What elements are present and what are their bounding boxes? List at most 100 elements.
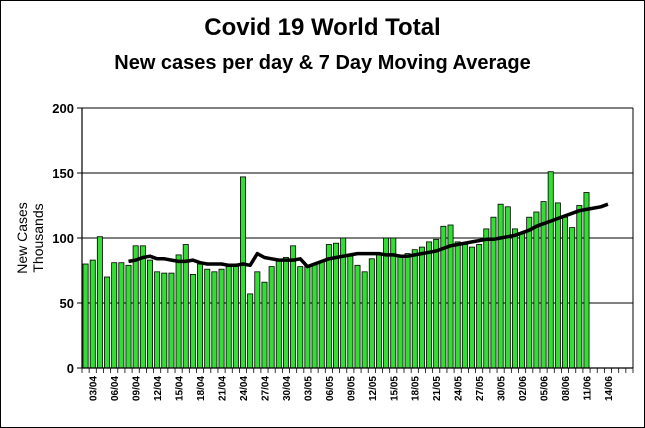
- bar: [268, 266, 275, 369]
- bar: [154, 271, 161, 369]
- bar: [469, 246, 475, 369]
- x-tick-label: 11/06: [582, 376, 593, 401]
- chart-subtitle: New cases per day & 7 Day Moving Average: [114, 52, 531, 74]
- bar: [547, 171, 554, 369]
- x-tick-label: 06/05: [325, 376, 336, 401]
- bar: [569, 227, 576, 369]
- bar: [347, 255, 354, 369]
- x-tick-label: 03/04: [89, 376, 100, 401]
- bar: [304, 264, 311, 369]
- bar: [426, 241, 433, 369]
- bar: [139, 245, 146, 369]
- bar: [418, 246, 425, 369]
- bar: [476, 244, 483, 369]
- bar: [96, 236, 103, 369]
- bar: [504, 206, 511, 369]
- bar: [147, 259, 153, 369]
- x-tick-label: 27/05: [475, 376, 486, 401]
- axes: [77, 107, 634, 373]
- x-tick-label: 21/05: [432, 376, 443, 401]
- bar: [583, 192, 590, 369]
- x-tick-label: 24/05: [454, 376, 465, 401]
- y-tick-label: 100: [52, 231, 74, 246]
- bar-series: [82, 171, 590, 369]
- bar: [211, 271, 218, 369]
- bar: [562, 216, 568, 369]
- bar: [390, 237, 397, 369]
- y-tick-label: 150: [52, 166, 74, 181]
- bar: [576, 205, 583, 369]
- bar: [218, 268, 225, 369]
- x-tick-label: 21/04: [218, 376, 229, 401]
- bar: [325, 244, 332, 369]
- bar: [175, 254, 182, 369]
- bar: [511, 228, 518, 369]
- x-tick-label: 12/04: [153, 376, 164, 401]
- bar: [89, 259, 96, 369]
- bar: [497, 203, 504, 369]
- chart-title: Covid 19 World Total: [204, 14, 441, 41]
- bar: [204, 268, 211, 369]
- bar: [540, 201, 547, 369]
- bar: [461, 244, 468, 369]
- bar: [168, 272, 175, 369]
- bar: [411, 249, 418, 369]
- bar: [318, 260, 325, 369]
- bar: [161, 272, 168, 369]
- x-tick-label: 30/05: [497, 376, 508, 401]
- bar: [197, 263, 204, 369]
- bar: [433, 238, 440, 369]
- bar: [311, 263, 318, 369]
- x-tick-label: 24/04: [239, 376, 250, 401]
- x-tick-labels: 03/04 06/04 09/04 12/04 15/04 18/04 21/04 24/04…: [89, 376, 615, 401]
- bar: [333, 242, 340, 369]
- bar: [519, 232, 526, 369]
- x-tick-label: 02/06: [518, 376, 529, 401]
- bar: [297, 266, 304, 369]
- bar: [554, 202, 561, 369]
- x-tick-label: 30/04: [282, 376, 293, 401]
- x-tick-label: 27/04: [260, 376, 271, 401]
- bar: [232, 263, 239, 369]
- x-tick-label: 09/04: [132, 376, 143, 401]
- bar: [104, 276, 111, 369]
- y-axis-label-line2: Thousands: [30, 203, 46, 272]
- bar: [82, 263, 89, 369]
- bar: [354, 264, 361, 369]
- x-tick-label: 18/04: [196, 376, 207, 401]
- bar: [397, 255, 404, 369]
- x-tick-label: 09/05: [346, 376, 357, 401]
- bar: [383, 237, 390, 369]
- y-tick-label: 200: [52, 101, 74, 116]
- x-tick-label: 06/04: [110, 376, 121, 401]
- x-tick-label: 08/06: [561, 376, 572, 401]
- bar: [454, 241, 461, 369]
- bar: [254, 271, 261, 369]
- y-tick-labels: 0 50 100 150 200: [52, 101, 74, 376]
- bar: [533, 211, 540, 369]
- bar: [261, 281, 268, 369]
- x-tick-label: 05/06: [540, 376, 551, 401]
- bar: [282, 257, 289, 369]
- bar: [240, 176, 246, 369]
- x-tick-label: 15/05: [389, 376, 400, 401]
- bar: [368, 258, 375, 369]
- bar: [404, 253, 411, 369]
- y-axis-label-line1: New Cases: [14, 202, 30, 274]
- bar: [290, 245, 297, 369]
- bar: [375, 254, 382, 369]
- x-tick-label: 18/05: [411, 376, 422, 401]
- bar: [189, 273, 196, 369]
- bar: [483, 228, 490, 369]
- bar: [132, 245, 139, 369]
- x-tick-label: 14/06: [604, 376, 615, 401]
- y-tick-label: 50: [60, 296, 74, 311]
- bar: [247, 293, 254, 369]
- moving-average-series: [128, 202, 609, 269]
- x-tick-label: 03/05: [303, 376, 314, 401]
- x-tick-label: 12/05: [368, 376, 379, 401]
- bar: [118, 262, 125, 369]
- bar: [125, 264, 132, 369]
- x-tick-label: 15/04: [175, 376, 186, 401]
